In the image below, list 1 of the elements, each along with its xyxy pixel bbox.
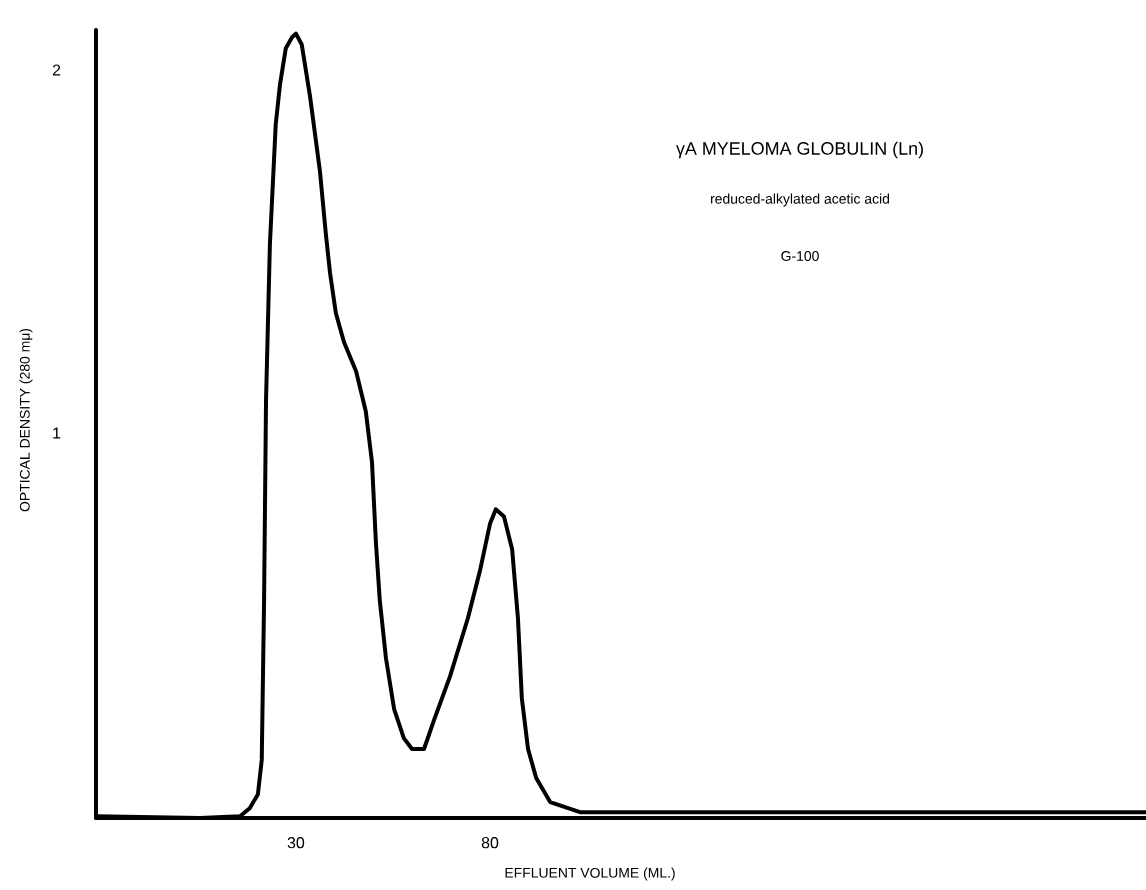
text: γA MYELOMA GLOBULIN (Ln) xyxy=(676,141,923,159)
